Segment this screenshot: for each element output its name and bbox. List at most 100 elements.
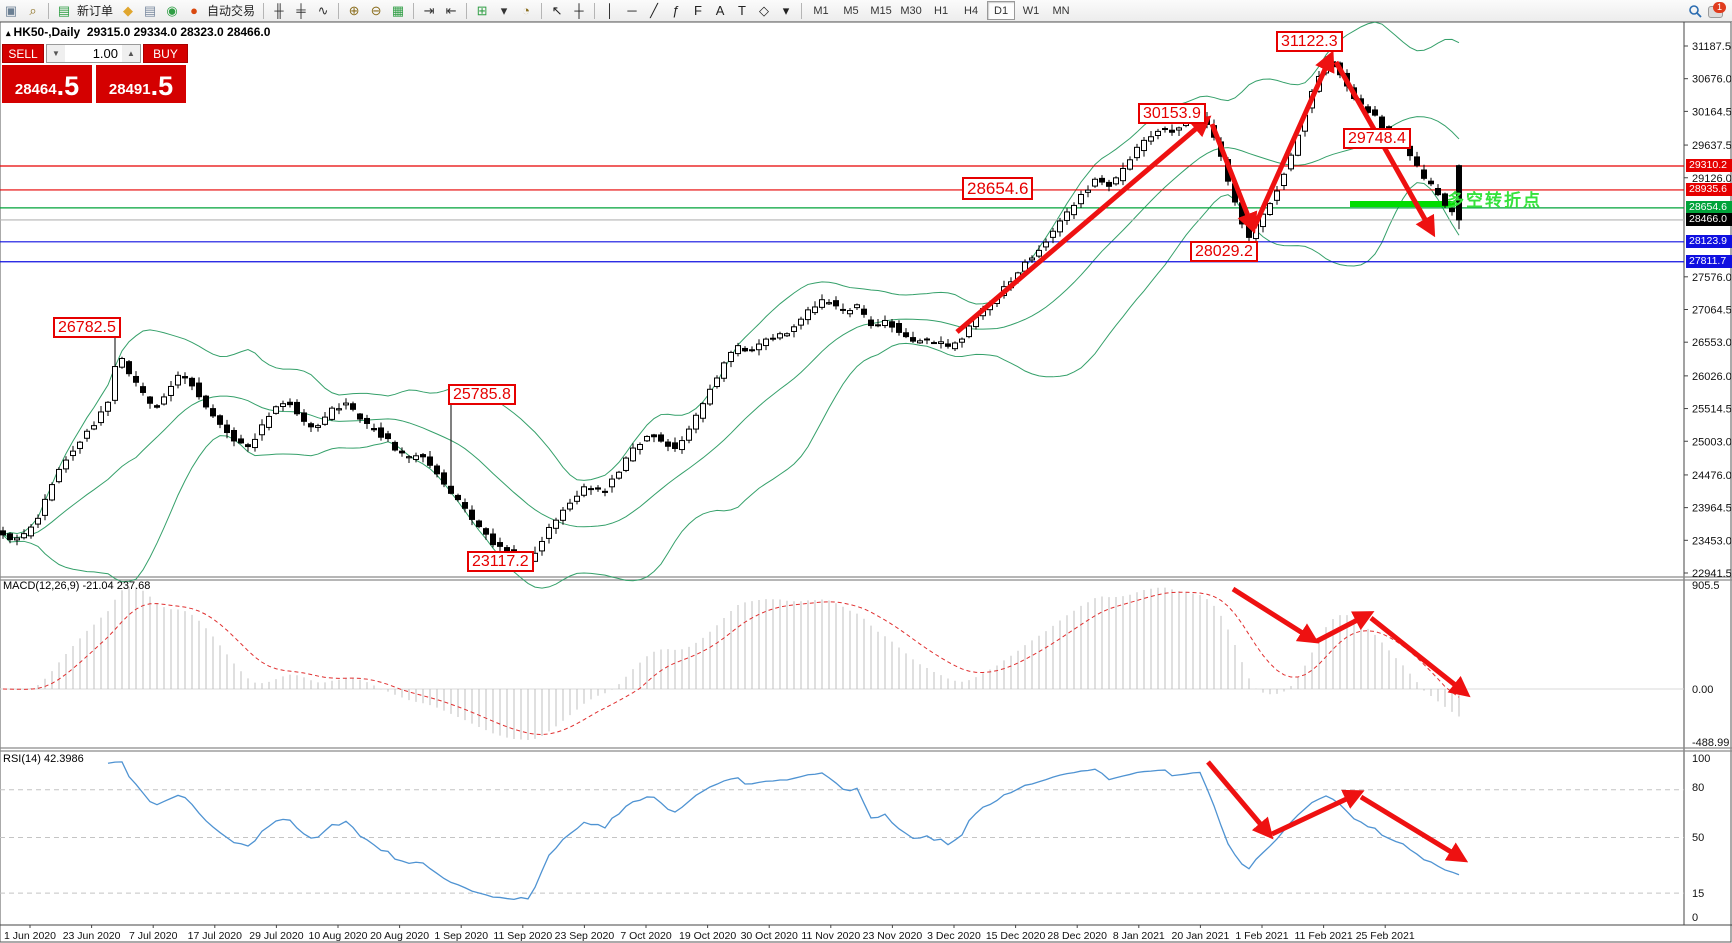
timeframe-button-m30[interactable]: M30 <box>900 4 922 17</box>
market-watch-icon[interactable]: ⌕ <box>29 2 37 18</box>
svg-text:20 Aug 2020: 20 Aug 2020 <box>370 930 429 942</box>
svg-text:11 Nov 2020: 11 Nov 2020 <box>801 930 860 942</box>
rsi-indicator-label: RSI(14) 42.3986 <box>3 753 84 765</box>
timeframe-button-m5[interactable]: M5 <box>843 4 859 17</box>
sell-price-button[interactable]: 28464.5 <box>2 65 92 103</box>
new-order-icon[interactable]: ▤ <box>57 2 71 18</box>
profiles-icon[interactable]: ▣ <box>4 2 18 18</box>
autotrade-label[interactable]: 自动交易 <box>207 4 256 18</box>
timeframe-button-d1[interactable]: D1 <box>987 1 1016 20</box>
timeframe-button-mn[interactable]: MN <box>1052 4 1070 17</box>
trend-arrows[interactable] <box>955 50 1471 863</box>
price-annotation-box[interactable]: 26782.5 <box>53 317 121 338</box>
trend-arrow <box>1251 50 1335 230</box>
horizontal-lines[interactable] <box>0 165 1684 263</box>
svg-text:30 Oct 2020: 30 Oct 2020 <box>741 930 798 942</box>
price-annotation-box[interactable]: 28029.2 <box>1190 241 1258 262</box>
toolbar-separator <box>263 2 265 19</box>
price-badge-28654.6: 28654.6 <box>1686 201 1732 215</box>
toolbar-right: 1 <box>1684 1 1726 20</box>
indicator-caret-icon[interactable]: ▾ <box>500 2 508 18</box>
sell-button[interactable]: SELL <box>2 44 44 63</box>
text-icon[interactable]: A <box>715 2 725 18</box>
trend-arrow <box>1270 789 1365 837</box>
line-chart-icon[interactable]: ∿ <box>317 2 329 18</box>
timeframe-button-h4[interactable]: H4 <box>964 4 979 17</box>
svg-text:25003.0: 25003.0 <box>1692 436 1732 448</box>
zoom-in-icon[interactable]: ⊕ <box>348 2 360 18</box>
notifications-icon[interactable]: 1 <box>1706 1 1726 20</box>
timeframe-button-m15[interactable]: M15 <box>870 4 892 17</box>
period-icon[interactable]: ◔ <box>522 2 530 18</box>
svg-text:30676.0: 30676.0 <box>1692 74 1732 86</box>
green-highlight-bar[interactable] <box>1350 201 1455 207</box>
svg-text:10 Aug 2020: 10 Aug 2020 <box>309 930 368 942</box>
zoom-out-icon[interactable]: ⊖ <box>370 2 382 18</box>
svg-text:100: 100 <box>1692 753 1710 765</box>
svg-text:23 Jun 2020: 23 Jun 2020 <box>63 930 121 942</box>
one-click-trading-panel: SELL ▼ 1.00 ▲ BUY 28464.5 28491.5 <box>2 44 188 103</box>
crosshair-icon[interactable]: ┼ <box>574 2 584 18</box>
autotrade-icon[interactable]: ● <box>190 2 198 18</box>
new-order-label[interactable]: 新订单 <box>77 4 114 18</box>
timeframe-button-w1[interactable]: W1 <box>1022 4 1040 17</box>
trend-arrow <box>1359 794 1469 863</box>
price-annotation-box[interactable]: 30153.9 <box>1138 103 1206 124</box>
svg-text:80: 80 <box>1692 782 1704 794</box>
tile-windows-icon[interactable]: ▦ <box>391 2 405 18</box>
collapse-triangle-icon[interactable]: ▴ <box>6 28 11 38</box>
add-indicator-icon[interactable]: ⊞ <box>476 2 488 18</box>
svg-text:23964.5: 23964.5 <box>1692 503 1732 515</box>
svg-text:15 Dec 2020: 15 Dec 2020 <box>986 930 1046 942</box>
trendline-icon[interactable]: ╱ <box>650 2 658 18</box>
price-badge-28123.9: 28123.9 <box>1686 235 1732 249</box>
svg-text:27064.5: 27064.5 <box>1692 305 1732 317</box>
fibo-icon[interactable]: ƒ <box>672 2 680 18</box>
print-icon[interactable]: ▤ <box>143 2 157 18</box>
svg-text:11 Feb 2021: 11 Feb 2021 <box>1295 930 1353 942</box>
hline-icon[interactable]: ─ <box>627 2 637 18</box>
svg-text:11 Sep 2020: 11 Sep 2020 <box>493 930 552 942</box>
timeframe-button-h1[interactable]: H1 <box>934 4 949 17</box>
timeframe-button-m1[interactable]: M1 <box>813 4 829 17</box>
price-badge-28935.6: 28935.6 <box>1686 183 1732 197</box>
vline-icon[interactable]: │ <box>605 2 615 18</box>
date-axis: 1 Jun 2020 23 Jun 2020 7 Jul 2020 17 Jul 20… <box>4 925 1415 942</box>
fibo-channel-icon[interactable]: F <box>694 2 702 18</box>
news-icon[interactable]: ◉ <box>166 2 178 18</box>
buy-price: 28491 <box>108 81 151 98</box>
rsi-line <box>107 761 1460 901</box>
price-annotation-box[interactable]: 29748.4 <box>1343 128 1411 149</box>
toolbar-icons: ▣ ⌕ ▤ 新订单 ◆ ▤ ◉ ● 自动交易 ╫ ╪ ∿ ⊕ ⊖ ▦ ⇥ ⇤ ⊞ ▾ ◔ ↖ ┼ │ ─ ╱ ƒ F A T ◇ ▾ M1 M5… <box>0 1 1076 20</box>
search-icon[interactable] <box>1685 2 1705 20</box>
chinese-note-text[interactable]: 多空转折点 <box>1447 191 1542 210</box>
mql5-icon[interactable]: ◆ <box>123 2 134 18</box>
price-annotation-box[interactable]: 23117.2 <box>467 551 534 572</box>
shapes-caret-icon[interactable]: ▾ <box>782 2 790 18</box>
shapes-icon[interactable]: ◇ <box>759 2 770 18</box>
svg-text:15: 15 <box>1692 888 1704 900</box>
svg-text:26026.0: 26026.0 <box>1692 371 1732 383</box>
volume-increase-button[interactable]: ▲ <box>122 45 140 62</box>
ohlc-values: 29315.0 29334.0 28323.0 28466.0 <box>86 25 271 39</box>
bar-chart-icon[interactable]: ╫ <box>274 2 284 18</box>
buy-price-fraction: .5 <box>150 71 174 101</box>
text-label-icon[interactable]: T <box>738 2 746 18</box>
chart-shift-icon[interactable]: ⇤ <box>445 2 457 18</box>
toolbar-separator <box>466 2 468 19</box>
buy-button[interactable]: BUY <box>143 44 188 63</box>
toolbar: ▣ ⌕ ▤ 新订单 ◆ ▤ ◉ ● 自动交易 ╫ ╪ ∿ ⊕ ⊖ ▦ ⇥ ⇤ ⊞ ▾ ◔ ↖ ┼ │ ─ ╱ ƒ F A T ◇ ▾ M1 M5… <box>0 0 1732 22</box>
volume-decrease-button[interactable]: ▼ <box>47 45 65 62</box>
volume-input[interactable]: 1.00 <box>92 46 118 61</box>
buy-price-button[interactable]: 28491.5 <box>96 65 186 103</box>
auto-scroll-icon[interactable]: ⇥ <box>423 2 435 18</box>
cursor-icon[interactable]: ↖ <box>551 2 563 18</box>
candle-chart-icon[interactable]: ╪ <box>296 2 306 18</box>
price-annotation-box[interactable]: 28654.6 <box>962 177 1034 200</box>
svg-text:29 Jul 2020: 29 Jul 2020 <box>249 930 303 942</box>
price-annotation-box[interactable]: 25785.8 <box>448 384 516 405</box>
svg-text:905.5: 905.5 <box>1692 580 1720 592</box>
svg-text:7 Oct 2020: 7 Oct 2020 <box>620 930 672 942</box>
price-annotation-box[interactable]: 31122.3 <box>1276 31 1343 52</box>
